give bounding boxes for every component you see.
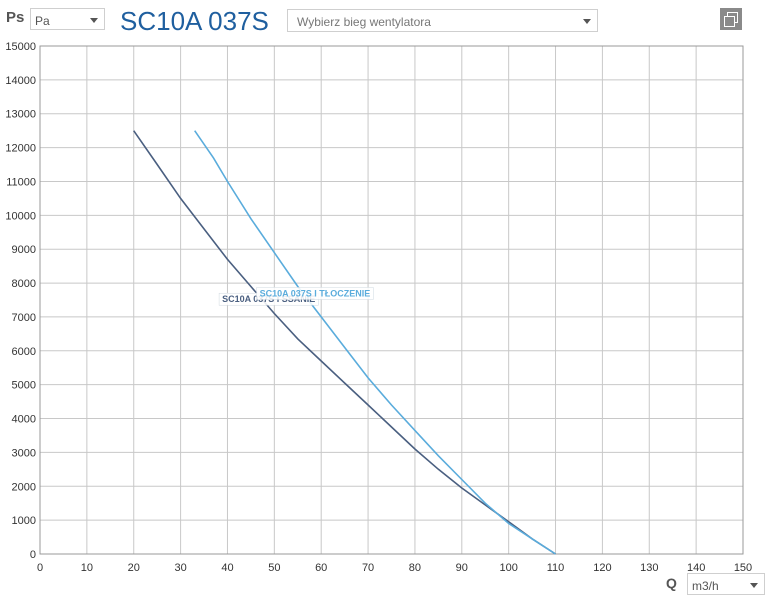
plot-border: [39, 45, 744, 555]
x-tick-label: 40: [221, 562, 233, 574]
pressure-unit-select[interactable]: Pa: [30, 8, 105, 30]
x-tick-label: 0: [37, 562, 43, 574]
fan-speed-placeholder: Wybierz bieg wentylatora: [297, 15, 431, 29]
flow-axis-symbol: Q: [666, 575, 677, 591]
chevron-down-icon: [90, 18, 98, 23]
series-line: [194, 130, 556, 555]
x-tick-label: 140: [687, 562, 705, 574]
series-label: SC10A 037S I TŁOCZENIE: [260, 288, 371, 298]
y-tick-label: 9000: [12, 244, 36, 256]
y-tick-label: 1000: [12, 515, 36, 527]
y-tick-label: 5000: [12, 380, 36, 392]
y-tick-label: 12000: [5, 143, 36, 155]
x-tick-label: 150: [734, 562, 752, 574]
y-tick-label: 8000: [12, 278, 36, 290]
chevron-down-icon: [750, 583, 758, 588]
flow-unit-select[interactable]: m3/h: [687, 573, 765, 595]
layers-icon-front: [724, 16, 735, 27]
x-tick-label: 20: [128, 562, 140, 574]
chart-grid: [39, 45, 744, 555]
fan-speed-select[interactable]: Wybierz bieg wentylatora: [287, 9, 598, 32]
x-tick-label: 90: [456, 562, 468, 574]
y-tick-label: 13000: [5, 109, 36, 121]
x-tick-label: 130: [640, 562, 658, 574]
layers-button[interactable]: [720, 8, 742, 30]
x-tick-label: 10: [81, 562, 93, 574]
chevron-down-icon: [583, 19, 591, 24]
flow-unit-value: m3/h: [692, 579, 719, 593]
y-axis-ticks: 0 1000 2000 3000 4000 5000 6000 7000 8000 9000 100…: [5, 41, 36, 561]
series-labels: SC10A 037S I SSANIESC10A 037S I TŁOCZENI…: [218, 287, 374, 306]
x-tick-label: 30: [174, 562, 186, 574]
y-tick-label: 4000: [12, 414, 36, 426]
y-tick-label: 11000: [6, 176, 36, 188]
x-tick-label: 120: [593, 562, 611, 574]
pressure-axis-symbol: Ps: [6, 9, 25, 26]
x-tick-label: 110: [547, 562, 565, 574]
chart-series: [133, 130, 556, 555]
y-tick-label: 2000: [12, 481, 36, 493]
y-tick-label: 0: [30, 549, 36, 561]
y-tick-label: 3000: [12, 447, 36, 459]
y-tick-label: 15000: [5, 41, 36, 53]
x-tick-label: 100: [499, 562, 517, 574]
y-tick-label: 14000: [5, 75, 36, 87]
y-tick-label: 7000: [12, 312, 36, 324]
y-tick-label: 6000: [12, 346, 36, 358]
x-tick-label: 60: [315, 562, 327, 574]
x-tick-label: 70: [362, 562, 374, 574]
page-title: SC10A 037S: [120, 6, 269, 36]
x-tick-label: 50: [268, 562, 280, 574]
series-line: [133, 130, 556, 555]
x-axis-ticks: 0 10 20 30 40 50 60 70 80 90 100 110 120 130 140 150: [37, 562, 752, 574]
y-tick-label: 10000: [5, 210, 36, 222]
x-tick-label: 80: [409, 562, 421, 574]
series-label-background: [256, 287, 374, 300]
pressure-unit-value: Pa: [35, 14, 50, 28]
